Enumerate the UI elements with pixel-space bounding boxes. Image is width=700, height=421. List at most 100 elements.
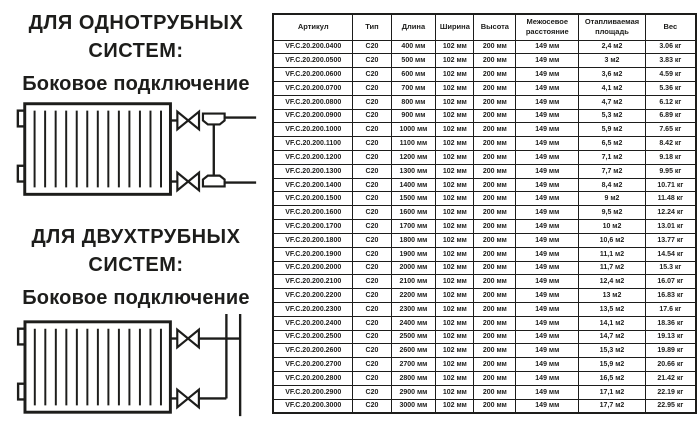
table-row: VF.C.20.200.1700 C20 1700 мм 102 мм 200 мм 14… bbox=[272, 219, 697, 234]
table-cell: 17.6 кг bbox=[644, 301, 697, 317]
table-cell: 17,7 м2 bbox=[578, 398, 646, 414]
table-cell: 200 мм bbox=[473, 177, 517, 193]
table-cell: 10.71 кг bbox=[644, 177, 697, 193]
column-header: Межосевое расстояние bbox=[515, 13, 580, 41]
table-cell: VF.C.20.200.2200 bbox=[272, 288, 354, 303]
table-cell: C20 bbox=[352, 329, 392, 345]
table-cell: 16,5 м2 bbox=[578, 371, 646, 386]
table-cell: 149 мм bbox=[515, 39, 580, 55]
table-cell: 6,5 м2 bbox=[578, 136, 646, 151]
table-cell: 102 мм bbox=[435, 177, 475, 193]
table-cell: 102 мм bbox=[435, 301, 475, 317]
table-cell: 11.48 кг bbox=[644, 191, 697, 207]
table-cell: 15,9 м2 bbox=[578, 357, 646, 372]
column-header: Длина bbox=[390, 13, 437, 41]
table-row: VF.C.20.200.1100 C20 1100 мм 102 мм 200 мм 14… bbox=[272, 136, 697, 151]
table-row: VF.C.20.200.1000 C20 1000 мм 102 мм 200 мм 14… bbox=[272, 122, 697, 138]
column-header: Отапливаемая площадь bbox=[578, 13, 646, 41]
table-cell: 1600 мм bbox=[390, 205, 437, 221]
table-cell: 149 мм bbox=[515, 205, 580, 221]
table-cell: 7,7 м2 bbox=[578, 163, 646, 179]
table-cell: C20 bbox=[352, 108, 392, 124]
table-cell: VF.C.20.200.1100 bbox=[272, 136, 354, 151]
radiator-icon bbox=[16, 320, 172, 415]
table-cell: 12,4 м2 bbox=[578, 274, 646, 290]
table-cell: 149 мм bbox=[515, 343, 580, 359]
table-row: VF.C.20.200.1400 C20 1400 мм 102 мм 200 мм 14… bbox=[272, 177, 697, 193]
table-cell: VF.C.20.200.0400 bbox=[272, 39, 354, 55]
column-header: Высота bbox=[473, 13, 517, 41]
table-row: VF.C.20.200.2100 C20 2100 мм 102 мм 200 мм 14… bbox=[272, 274, 697, 290]
table-row: VF.C.20.200.0400 C20 400 мм 102 мм 200 мм 149… bbox=[272, 39, 697, 55]
table-cell: 102 мм bbox=[435, 398, 475, 414]
table-row: VF.C.20.200.0800 C20 800 мм 102 мм 200 мм 149… bbox=[272, 94, 697, 110]
table-cell: 3.06 кг bbox=[644, 39, 697, 55]
table-cell: 149 мм bbox=[515, 94, 580, 110]
single-pipe-section-subtitle: Боковое подключение bbox=[22, 73, 250, 96]
table-cell: 4.59 кг bbox=[644, 67, 697, 82]
table-cell: 2200 мм bbox=[390, 288, 437, 303]
table-cell: 102 мм bbox=[435, 329, 475, 345]
table-cell: 149 мм bbox=[515, 163, 580, 179]
table-cell: 9.95 кг bbox=[644, 163, 697, 179]
table-row: VF.C.20.200.0700 C20 700 мм 102 мм 200 мм 149… bbox=[272, 80, 697, 96]
table-cell: VF.C.20.200.2500 bbox=[272, 329, 354, 345]
table-cell: C20 bbox=[352, 122, 392, 138]
table-row: VF.C.20.200.2500 C20 2500 мм 102 мм 200 мм 14… bbox=[272, 329, 697, 345]
table-cell: VF.C.20.200.1600 bbox=[272, 205, 354, 221]
table-cell: VF.C.20.200.2300 bbox=[272, 301, 354, 317]
table-cell: 200 мм bbox=[473, 67, 517, 82]
table-cell: 200 мм bbox=[473, 329, 517, 345]
table-cell: C20 bbox=[352, 357, 392, 372]
table-cell: 10,6 м2 bbox=[578, 232, 646, 248]
table-cell: 149 мм bbox=[515, 108, 580, 124]
table-cell: 2300 мм bbox=[390, 301, 437, 317]
table-row: VF.C.20.200.1500 C20 1500 мм 102 мм 200 мм 14… bbox=[272, 191, 697, 207]
table-cell: C20 bbox=[352, 398, 392, 414]
table-cell: VF.C.20.200.2100 bbox=[272, 274, 354, 290]
column-header: Вес bbox=[644, 13, 697, 41]
table-cell: VF.C.20.200.0700 bbox=[272, 80, 354, 96]
table-cell: 22.19 кг bbox=[644, 384, 697, 400]
table-cell: 200 мм bbox=[473, 205, 517, 221]
table-cell: 149 мм bbox=[515, 329, 580, 345]
table-row: VF.C.20.200.3000 C20 3000 мм 102 мм 200 мм 14… bbox=[272, 398, 697, 414]
column-header: Тип bbox=[352, 13, 392, 41]
table-cell: VF.C.20.200.2900 bbox=[272, 384, 354, 400]
table-cell: 5,9 м2 bbox=[578, 122, 646, 138]
table-cell: 700 мм bbox=[390, 80, 437, 96]
table-cell: 1100 мм bbox=[390, 136, 437, 151]
table-cell: 200 мм bbox=[473, 315, 517, 331]
table-cell: 200 мм bbox=[473, 343, 517, 359]
table-cell: 200 мм bbox=[473, 371, 517, 386]
table-cell: 102 мм bbox=[435, 191, 475, 207]
spec-table-container: Артикул Тип Длина Ширина Высота Межосевое рас… bbox=[272, 13, 697, 414]
table-cell: 4,1 м2 bbox=[578, 80, 646, 96]
table-cell: 149 мм bbox=[515, 219, 580, 234]
table-cell: C20 bbox=[352, 246, 392, 262]
table-cell: 149 мм bbox=[515, 384, 580, 400]
table-cell: 200 мм bbox=[473, 39, 517, 55]
table-cell: 8.42 кг bbox=[644, 136, 697, 151]
table-cell: 149 мм bbox=[515, 357, 580, 372]
table-cell: 2,4 м2 bbox=[578, 39, 646, 55]
table-row: VF.C.20.200.1600 C20 1600 мм 102 мм 200 мм 14… bbox=[272, 205, 697, 221]
table-cell: 11,7 м2 bbox=[578, 260, 646, 276]
table-cell: 102 мм bbox=[435, 205, 475, 221]
table-cell: 15,3 м2 bbox=[578, 343, 646, 359]
table-cell: C20 bbox=[352, 53, 392, 69]
table-cell: 200 мм bbox=[473, 136, 517, 151]
table-cell: VF.C.20.200.3000 bbox=[272, 398, 354, 414]
table-cell: 200 мм bbox=[473, 274, 517, 290]
table-cell: 200 мм bbox=[473, 288, 517, 303]
table-cell: 102 мм bbox=[435, 357, 475, 372]
table-cell: 14,1 м2 bbox=[578, 315, 646, 331]
table-cell: 20.66 кг bbox=[644, 357, 697, 372]
table-cell: 149 мм bbox=[515, 246, 580, 262]
table-cell: 5.36 кг bbox=[644, 80, 697, 96]
table-cell: C20 bbox=[352, 274, 392, 290]
table-cell: 1000 мм bbox=[390, 122, 437, 138]
table-cell: C20 bbox=[352, 39, 392, 55]
table-cell: 7.65 кг bbox=[644, 122, 697, 138]
table-cell: 102 мм bbox=[435, 246, 475, 262]
